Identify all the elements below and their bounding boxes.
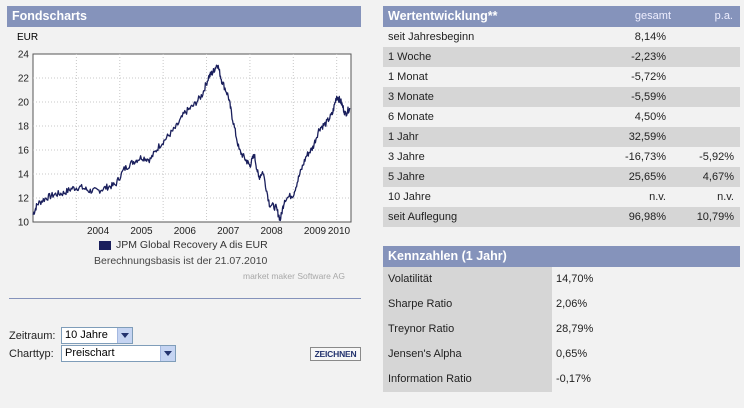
- performance-gesamt: -5,59%: [631, 91, 666, 103]
- chart-currency-label: EUR: [17, 32, 39, 43]
- performance-gesamt: 32,59%: [628, 131, 666, 143]
- x-tick-label: 2005: [130, 226, 153, 237]
- chevron-down-icon[interactable]: [117, 328, 132, 343]
- kennzahl-row: Information Ratio -0,17%: [383, 367, 740, 392]
- performance-row: 3 Jahre -16,73% -5,92%: [383, 147, 740, 167]
- performance-row: 5 Jahre 25,65% 4,67%: [383, 167, 740, 187]
- performance-row: 6 Monate 4,50%: [383, 107, 740, 127]
- kennzahl-label: Jensen's Alpha: [383, 342, 552, 367]
- performance-row: 1 Monat -5,72%: [383, 67, 740, 87]
- y-tick-label: 16: [18, 146, 30, 157]
- zeitraum-select[interactable]: 10 Jahre: [61, 327, 133, 344]
- performance-pa: n.v.: [717, 191, 734, 203]
- x-tick-label: 2010: [328, 226, 351, 237]
- y-tick-label: 20: [18, 98, 30, 109]
- kennzahl-row: Treynor Ratio 28,79%: [383, 317, 740, 342]
- performance-period: seit Auflegung: [388, 211, 458, 223]
- x-tick-label: 2004: [87, 226, 110, 237]
- charttyp-select[interactable]: Preischart: [61, 345, 176, 362]
- kennzahl-label: Sharpe Ratio: [383, 292, 552, 317]
- kennzahlen-header: Kennzahlen (1 Jahr): [383, 246, 740, 267]
- performance-row: 3 Monate -5,59%: [383, 87, 740, 107]
- performance-pa: [666, 87, 734, 107]
- chart-legend: JPM Global Recovery A dis EUR: [99, 239, 268, 251]
- zeitraum-label: Zeitraum:: [9, 330, 56, 342]
- performance-pa: [666, 47, 734, 67]
- kennzahl-label: Treynor Ratio: [383, 317, 552, 342]
- x-tick-label: 2009: [304, 226, 327, 237]
- kennzahl-row: Jensen's Alpha 0,65%: [383, 342, 740, 367]
- wertentwicklung-header: Wertentwicklung** gesamt p.a.: [383, 6, 740, 27]
- performance-period: 1 Woche: [388, 51, 432, 63]
- charttyp-value: Preischart: [65, 347, 115, 359]
- performance-pa: [666, 127, 734, 147]
- charttyp-label: Charttyp:: [9, 348, 54, 360]
- performance-period: 3 Monate: [388, 91, 434, 103]
- y-tick-label: 22: [18, 74, 30, 85]
- performance-gesamt: 25,65%: [628, 171, 666, 183]
- performance-gesamt: n.v.: [649, 191, 666, 203]
- performance-period: 3 Jahre: [388, 151, 425, 163]
- x-tick-label: 2008: [260, 226, 283, 237]
- kennzahl-row: Sharpe Ratio 2,06%: [383, 292, 740, 317]
- legend-label: JPM Global Recovery A dis EUR: [116, 239, 268, 251]
- divider: [9, 298, 361, 299]
- performance-row: 1 Woche -2,23%: [383, 47, 740, 67]
- kennzahl-value: 2,06%: [552, 292, 740, 317]
- kennzahl-value: 0,65%: [552, 342, 740, 367]
- performance-gesamt: 8,14%: [634, 31, 666, 43]
- performance-pa: [666, 107, 734, 127]
- performance-row: seit Jahresbeginn 8,14%: [383, 27, 740, 47]
- legend-swatch: [99, 240, 111, 250]
- x-tick-label: 2007: [217, 226, 240, 237]
- y-tick-label: 12: [18, 194, 30, 205]
- performance-gesamt: 4,50%: [634, 111, 666, 123]
- kennzahl-label: Information Ratio: [383, 367, 552, 392]
- performance-pa: [666, 27, 734, 47]
- performance-gesamt: 96,98%: [628, 211, 666, 223]
- fondscharts-header: Fondscharts: [7, 6, 361, 27]
- draw-button[interactable]: ZEICHNEN: [310, 347, 361, 361]
- performance-pa: 4,67%: [702, 171, 734, 183]
- performance-gesamt: -16,73%: [625, 151, 666, 163]
- price-line: [32, 64, 351, 222]
- performance-row: 10 Jahre n.v. n.v.: [383, 187, 740, 207]
- performance-pa: -5,92%: [699, 151, 734, 163]
- kennzahl-value: -0,17%: [552, 367, 740, 392]
- y-tick-label: 14: [18, 170, 30, 181]
- col-pa-header: p.a.: [714, 10, 733, 22]
- kennzahl-value: 14,70%: [552, 267, 740, 292]
- performance-gesamt: -5,72%: [631, 71, 666, 83]
- performance-gesamt: -2,23%: [631, 51, 666, 63]
- kennzahl-row: Volatilität 14,70%: [383, 267, 740, 292]
- performance-pa: 10,79%: [696, 211, 734, 223]
- performance-period: 10 Jahre: [388, 191, 431, 203]
- plot-area: [32, 53, 352, 223]
- software-credit: market maker Software AG: [243, 271, 346, 281]
- x-tick-label: 2006: [174, 226, 197, 237]
- performance-pa: [666, 67, 734, 87]
- kennzahl-label: Volatilität: [383, 267, 552, 292]
- performance-row: 1 Jahr 32,59%: [383, 127, 740, 147]
- performance-period: 1 Monat: [388, 71, 428, 83]
- y-tick-label: 24: [18, 50, 30, 61]
- kennzahl-value: 28,79%: [552, 317, 740, 342]
- col-gesamt-header: gesamt: [634, 10, 671, 22]
- performance-row: seit Auflegung 96,98% 10,79%: [383, 207, 740, 227]
- zeitraum-value: 10 Jahre: [65, 329, 108, 341]
- performance-period: 5 Jahre: [388, 171, 425, 183]
- chevron-down-icon[interactable]: [160, 346, 175, 361]
- performance-period: 6 Monate: [388, 111, 434, 123]
- y-tick-label: 18: [18, 122, 30, 133]
- y-tick-label: 10: [18, 218, 30, 229]
- calculation-basis: Berechnungsbasis ist der 21.07.2010: [94, 255, 268, 267]
- performance-period: seit Jahresbeginn: [388, 31, 475, 43]
- performance-period: 1 Jahr: [388, 131, 419, 143]
- wertentwicklung-title: Wertentwicklung**: [388, 9, 498, 23]
